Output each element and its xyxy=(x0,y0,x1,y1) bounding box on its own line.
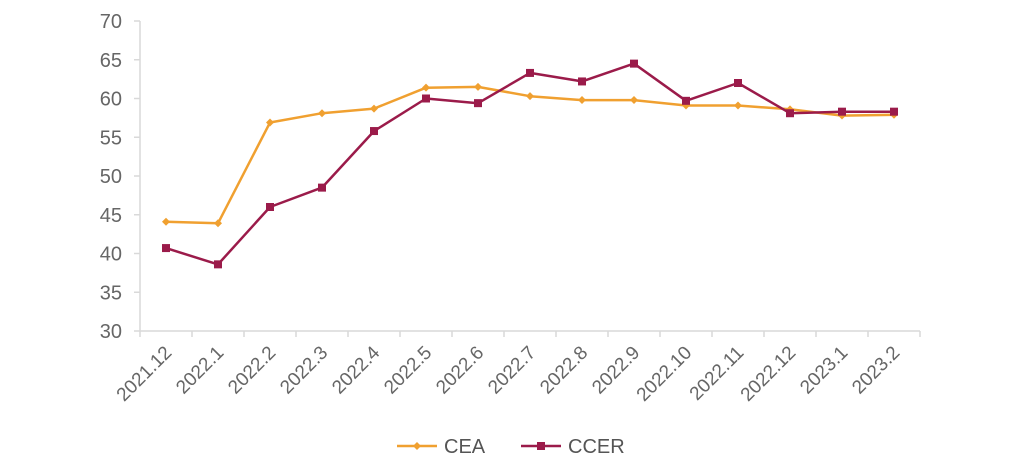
x-tick-label: 2022.11 xyxy=(686,342,748,404)
data-point-ccer xyxy=(318,183,326,192)
data-point-cea xyxy=(370,104,378,113)
legend-item-cea: CEA xyxy=(397,436,486,458)
x-tick-label: 2022.7 xyxy=(484,342,540,398)
data-point-ccer xyxy=(682,96,690,105)
y-tick-label: 30 xyxy=(100,321,122,343)
x-tick-label: 2021.12 xyxy=(113,342,176,405)
x-tick-label: 2023.2 xyxy=(848,342,904,398)
data-point-ccer xyxy=(162,244,170,253)
legend-label: CEA xyxy=(444,436,486,458)
data-point-cea xyxy=(266,118,274,127)
data-point-ccer xyxy=(214,260,222,269)
series-line-cea xyxy=(165,85,895,225)
y-tick-label: 45 xyxy=(100,205,122,227)
data-point-ccer xyxy=(526,68,534,77)
x-tick-label: 2022.4 xyxy=(328,342,384,398)
x-tick-label: 2022.10 xyxy=(633,342,696,405)
data-point-ccer xyxy=(370,127,378,136)
legend: CEA CCER xyxy=(397,436,625,458)
y-tick-label: 70 xyxy=(100,11,122,33)
data-point-cea xyxy=(474,82,482,91)
series-markers xyxy=(162,59,898,269)
x-tick-label: 2022.6 xyxy=(432,342,488,398)
data-point-cea xyxy=(422,83,430,92)
x-tick-label: 2022.3 xyxy=(276,342,332,398)
data-point-cea xyxy=(318,109,326,118)
data-point-ccer xyxy=(422,94,430,103)
data-point-ccer xyxy=(786,109,794,118)
legend-swatch-marker xyxy=(537,442,545,450)
legend-swatch-marker xyxy=(413,442,421,450)
data-point-ccer xyxy=(266,203,274,211)
data-point-cea xyxy=(630,96,638,105)
x-tick-label: 2022.5 xyxy=(380,342,436,398)
y-tick-label: 50 xyxy=(100,166,122,188)
x-tick-label: 2022.8 xyxy=(536,342,592,398)
legend-item-ccer: CCER xyxy=(521,436,625,458)
data-point-ccer xyxy=(890,107,898,116)
y-tick-label: 40 xyxy=(100,244,122,266)
data-point-cea xyxy=(526,92,534,101)
x-tick-label: 2022.2 xyxy=(224,342,280,398)
chart-axes xyxy=(139,21,920,332)
x-tick-label: 2022.1 xyxy=(172,342,228,398)
data-point-ccer xyxy=(578,77,586,86)
x-tick-label: 2023.1 xyxy=(796,342,852,398)
data-point-ccer xyxy=(838,107,846,116)
x-axis-ticks: 2021.122022.12022.22022.32022.42022.5202… xyxy=(113,331,921,406)
x-tick-label: 2022.12 xyxy=(737,342,800,405)
y-tick-label: 35 xyxy=(100,282,122,304)
data-point-cea xyxy=(162,217,170,226)
y-axis-ticks: 30 35 40 45 50 55 60 65 70 xyxy=(100,11,140,343)
data-point-ccer xyxy=(734,79,742,87)
data-point-cea xyxy=(578,96,586,105)
y-tick-label: 65 xyxy=(100,50,122,72)
y-tick-label: 60 xyxy=(100,89,122,111)
data-point-cea xyxy=(214,219,222,228)
data-point-ccer xyxy=(630,59,638,68)
data-point-cea xyxy=(734,101,742,110)
y-tick-label: 55 xyxy=(100,127,122,149)
legend-label: CCER xyxy=(568,436,625,458)
data-point-ccer xyxy=(474,99,482,108)
